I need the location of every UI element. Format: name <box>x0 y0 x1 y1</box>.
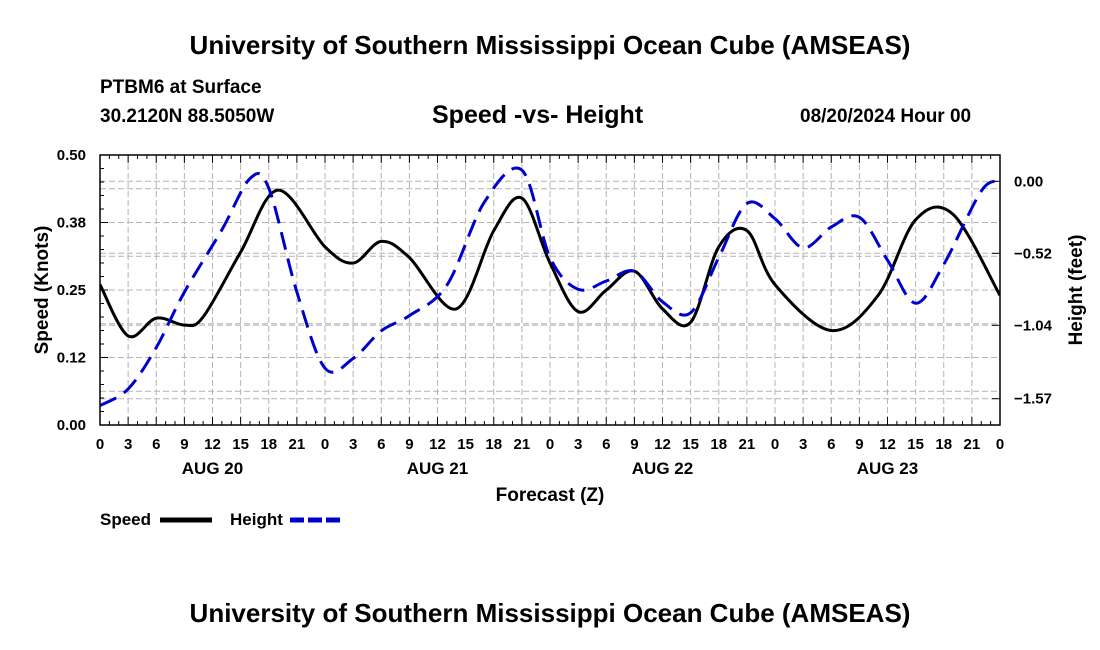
series-height-line <box>100 166 1000 407</box>
x-tick-label: 6 <box>602 436 610 453</box>
main-title: University of Southern Mississippi Ocean… <box>189 30 911 60</box>
y-tick-label-right: 0.00 <box>1014 173 1043 190</box>
y-tick-label-left: 0.12 <box>57 350 86 367</box>
x-axis-label: Forecast (Z) <box>496 485 605 506</box>
x-tick-label: 12 <box>429 436 446 453</box>
y-axis-label-right: Height (feet) <box>1066 235 1087 346</box>
footer-title: University of Southern Mississippi Ocean… <box>189 598 911 628</box>
x-tick-label: 9 <box>405 436 413 453</box>
day-label: AUG 22 <box>632 459 693 478</box>
x-tick-label: 3 <box>574 436 582 453</box>
x-tick-label: 18 <box>260 436 277 453</box>
x-tick-label: 12 <box>654 436 671 453</box>
y-tick-label-right: −1.57 <box>1014 391 1052 408</box>
x-tick-label: 9 <box>180 436 188 453</box>
x-tick-label: 15 <box>907 436 924 453</box>
x-tick-label: 0 <box>321 436 329 453</box>
y-tick-label-left: 0.00 <box>57 417 86 434</box>
x-tick-label: 21 <box>739 436 756 453</box>
x-tick-label: 15 <box>232 436 249 453</box>
x-tick-label: 6 <box>152 436 160 453</box>
y-tick-label-right: −1.04 <box>1014 317 1053 334</box>
y-axis-label-left: Speed (Knots) <box>32 226 53 355</box>
station-label: PTBM6 at Surface <box>100 77 262 98</box>
x-tick-label: 18 <box>710 436 727 453</box>
x-tick-label: 9 <box>630 436 638 453</box>
x-tick-label: 21 <box>964 436 981 453</box>
coordinates-label: 30.2120N 88.5050W <box>100 106 275 127</box>
x-tick-label: 9 <box>855 436 863 453</box>
forecast-datetime: 08/20/2024 Hour 00 <box>800 106 972 127</box>
day-label: AUG 21 <box>407 459 468 478</box>
x-tick-label: 18 <box>935 436 952 453</box>
x-tick-label: 3 <box>349 436 357 453</box>
y-tick-label-left: 0.25 <box>57 282 86 299</box>
legend-label-speed: Speed <box>100 510 151 529</box>
x-tick-label: 12 <box>879 436 896 453</box>
chart-title: Speed -vs- Height <box>432 101 644 129</box>
x-tick-label: 3 <box>124 436 132 453</box>
x-tick-label: 15 <box>682 436 699 453</box>
day-label: AUG 23 <box>857 459 918 478</box>
x-tick-label: 0 <box>96 436 104 453</box>
x-tick-label: 3 <box>799 436 807 453</box>
y-tick-label-right: −0.52 <box>1014 245 1052 262</box>
x-tick-label: 6 <box>827 436 835 453</box>
day-label: AUG 20 <box>182 459 243 478</box>
x-tick-label: 21 <box>514 436 531 453</box>
y-tick-label-left: 0.38 <box>57 215 86 232</box>
x-tick-label: 6 <box>377 436 385 453</box>
x-tick-label: 0 <box>546 436 554 453</box>
x-tick-label: 18 <box>485 436 502 453</box>
series-speed-line <box>100 188 1000 339</box>
y-tick-label-left: 0.50 <box>57 147 86 164</box>
x-tick-label: 0 <box>996 436 1004 453</box>
x-tick-label: 0 <box>771 436 779 453</box>
x-tick-label: 15 <box>457 436 474 453</box>
x-tick-label: 21 <box>289 436 306 453</box>
x-tick-label: 12 <box>204 436 221 453</box>
legend-label-height: Height <box>230 510 283 529</box>
